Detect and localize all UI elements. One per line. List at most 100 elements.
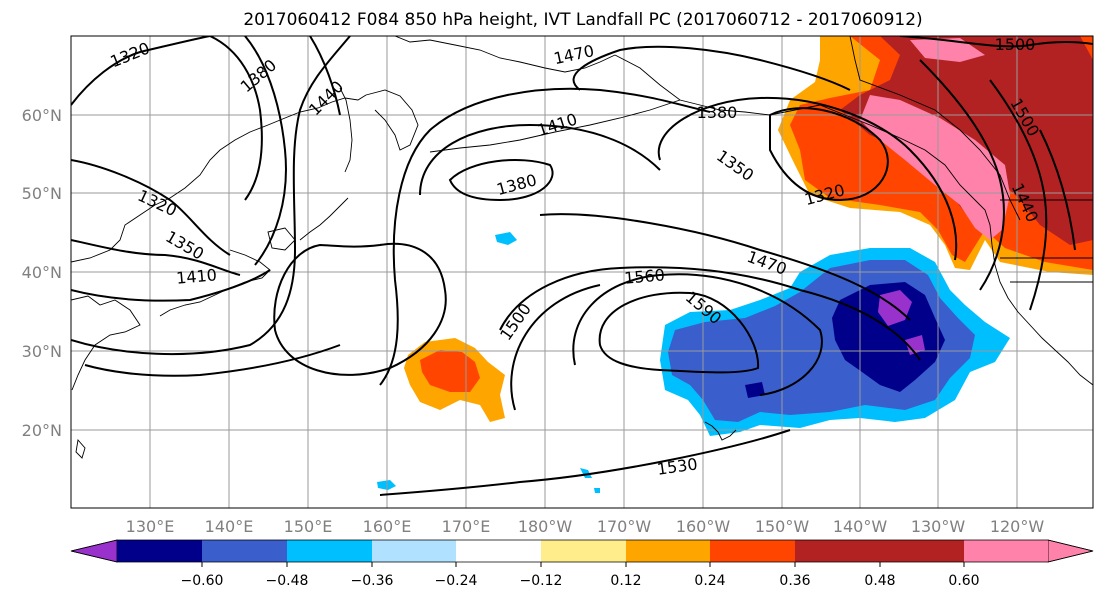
height-contour: [244, 36, 287, 266]
colorbar-segment: [795, 540, 880, 562]
lon-label: 130°E: [126, 517, 175, 536]
lat-label: 40°N: [22, 263, 62, 282]
height-contour: [510, 284, 601, 411]
ivt-negative-region: [594, 488, 600, 493]
colorbar-outline: [70, 539, 1094, 563]
colorbar-tick-label: −0.48: [266, 573, 309, 589]
height-contour: [71, 36, 211, 106]
colorbar-segment: [880, 540, 964, 562]
map-frame: [70, 35, 1094, 509]
height-contour: [572, 273, 823, 396]
lon-label: 150°E: [284, 517, 333, 536]
colorbar-extend-max: [1047, 539, 1094, 563]
map-panel: 1320 1380 1440 1470 1500 1380 1410 1350 …: [70, 35, 1094, 509]
colorbar-tick-label: 0.60: [948, 573, 979, 589]
korea-china-coastline: [71, 295, 141, 391]
lat-label: 30°N: [22, 342, 62, 361]
height-contour: [899, 36, 1093, 48]
colorbar-segment: [626, 540, 710, 562]
kuril-islands: [299, 197, 349, 241]
colorbar-segment: [202, 540, 287, 562]
taiwan-coastline: [75, 438, 86, 459]
colorbar-tick-label: 0.36: [779, 573, 810, 589]
aleutian-islands: [429, 99, 681, 153]
height-contour: [309, 36, 341, 116]
longitude-labels: 130°E 140°E 150°E 160°E 170°E 180°W 170°…: [126, 517, 1045, 536]
height-contour: [919, 59, 1005, 291]
lon-label: 130°W: [911, 517, 966, 536]
height-contour: [71, 269, 271, 302]
ivt-negative-region: [905, 335, 925, 355]
height-contour: [539, 213, 911, 321]
contour-label: 1410: [175, 265, 217, 287]
height-contour: [71, 159, 231, 256]
lat-label: 60°N: [22, 106, 62, 125]
colorbar-segment: [117, 540, 202, 562]
figure-title: 2017060412 F084 850 hPa height, IVT Land…: [243, 10, 922, 30]
lon-label: 140°W: [833, 517, 888, 536]
asia-coastline: [71, 94, 367, 263]
contour-label: 1560: [623, 265, 665, 287]
latitude-labels: 60°N 50°N 40°N 30°N 20°N: [22, 106, 62, 440]
colorbar-segment: [372, 540, 456, 562]
lon-label: 170°W: [597, 517, 652, 536]
height-contour: [598, 291, 760, 374]
ivt-positive-region: [420, 350, 480, 392]
contour-label: 1500: [995, 35, 1036, 54]
colorbar: −0.60 −0.48 −0.36 −0.24 −0.12 0.12 0.24 …: [70, 539, 1094, 589]
contour-label: 1380: [697, 103, 738, 122]
graticule: [71, 36, 1093, 508]
ivt-negative-region: [495, 232, 517, 245]
border-lines: [1000, 199, 1093, 283]
alaska-coastline: [614, 54, 993, 246]
colorbar-segment: [456, 540, 541, 562]
lon-label: 160°W: [676, 517, 731, 536]
siberia-coastline: [394, 36, 616, 73]
lon-label: 120°W: [990, 517, 1045, 536]
height-contour: [499, 266, 921, 361]
canada-coastline: [849, 36, 1021, 221]
colorbar-tick-label: 0.48: [864, 573, 895, 589]
lon-label: 140°E: [205, 517, 254, 536]
height-contour: [419, 123, 661, 196]
colorbar-tick-label: −0.36: [351, 573, 394, 589]
colorbar-tick-label: 0.12: [610, 573, 641, 589]
colorbar-segment: [287, 540, 372, 562]
colorbar-segment: [541, 540, 626, 562]
colorbar-segment: [964, 540, 1048, 562]
height-contour: [572, 45, 851, 91]
ivt-negative-region: [580, 468, 592, 478]
height-contour: [84, 344, 341, 377]
lon-label: 160°E: [363, 517, 412, 536]
height-contours: [71, 36, 1093, 496]
colorbar-tick-label: 0.24: [694, 573, 725, 589]
height-contour: [273, 242, 447, 376]
us-west-coastline: [991, 244, 1093, 386]
ivt-positive-region: [860, 95, 1010, 240]
colorbar-tick-label: −0.24: [435, 573, 478, 589]
kamchatka-coastline: [365, 89, 419, 151]
lat-label: 50°N: [22, 184, 62, 203]
height-contour: [769, 107, 889, 202]
lon-label: 150°W: [755, 517, 810, 536]
colorbar-ticks: [201, 562, 965, 567]
colorbar-tick-label: −0.60: [181, 573, 224, 589]
height-contour: [448, 159, 554, 202]
colorbar-segment: [710, 540, 795, 562]
colorbar-tick-label: −0.12: [520, 573, 563, 589]
ivt-positive-region: [910, 38, 985, 62]
lat-label: 20°N: [22, 421, 62, 440]
height-contour: [1039, 129, 1076, 251]
height-contour: [71, 36, 351, 356]
height-contour: [379, 87, 711, 386]
height-contour: [989, 79, 1048, 311]
height-contour: [209, 36, 263, 201]
height-contour: [71, 239, 241, 276]
lon-label: 180°W: [518, 517, 573, 536]
sakhalin-coastline: [339, 87, 353, 173]
hawaii-islands: [704, 421, 737, 441]
height-contour: [657, 96, 958, 261]
height-contour: [379, 429, 791, 496]
lon-label: 170°E: [442, 517, 491, 536]
